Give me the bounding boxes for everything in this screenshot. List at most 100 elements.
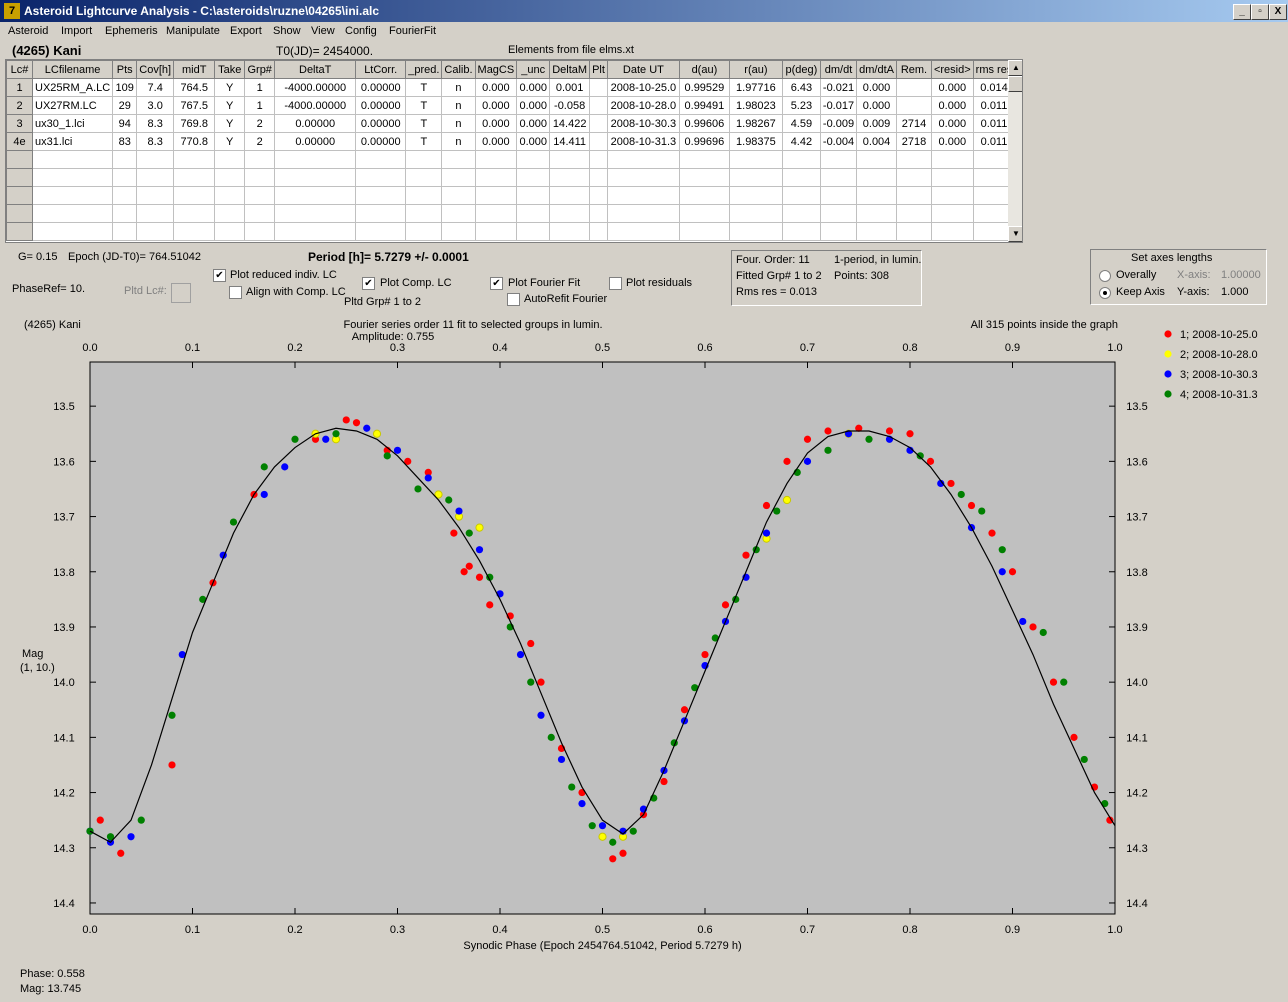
table-cell[interactable]: 2714 xyxy=(895,114,932,133)
table-cell[interactable] xyxy=(441,150,476,169)
table-cell[interactable] xyxy=(678,204,730,223)
table-cell[interactable] xyxy=(549,150,591,169)
table-cell[interactable] xyxy=(819,222,858,241)
table-cell[interactable] xyxy=(728,222,783,241)
table-cell[interactable]: 2008-10-28.0 xyxy=(606,96,680,115)
table-cell[interactable] xyxy=(895,186,932,205)
table-cell[interactable] xyxy=(112,168,138,187)
table-cell[interactable]: 4e xyxy=(6,132,33,151)
table-cell[interactable]: 0.99491 xyxy=(678,96,730,115)
table-cell[interactable]: 1.97716 xyxy=(728,78,783,97)
table-cell[interactable] xyxy=(606,204,680,223)
table-cell[interactable]: Y xyxy=(214,96,246,115)
table-cell[interactable]: 14.422 xyxy=(549,114,591,133)
table-cell[interactable] xyxy=(728,150,783,169)
keep-axis-radio[interactable] xyxy=(1099,287,1111,299)
table-cell[interactable] xyxy=(274,150,357,169)
table-cell[interactable]: Y xyxy=(214,114,246,133)
table-cell[interactable] xyxy=(244,168,276,187)
menu-config[interactable]: Config xyxy=(345,25,377,37)
grid-scrollbar[interactable]: ▲ ▼ xyxy=(1008,60,1022,242)
table-cell[interactable]: 0.00000 xyxy=(355,78,407,97)
column-header[interactable]: d(au) xyxy=(678,60,730,79)
table-cell[interactable] xyxy=(441,168,476,187)
app-icon[interactable]: 7 xyxy=(4,3,20,19)
plot-reduced-checkbox[interactable]: ✔ xyxy=(213,269,226,282)
table-cell[interactable]: 2008-10-30.3 xyxy=(606,114,680,133)
menu-export[interactable]: Export xyxy=(230,25,262,37)
table-cell[interactable] xyxy=(589,132,608,151)
table-cell[interactable]: T xyxy=(405,78,443,97)
table-cell[interactable]: 109 xyxy=(112,78,138,97)
table-cell[interactable] xyxy=(781,168,821,187)
column-header[interactable]: Pts xyxy=(112,60,138,79)
table-cell[interactable] xyxy=(930,222,974,241)
table-cell[interactable] xyxy=(31,150,114,169)
minimize-button[interactable]: _ xyxy=(1233,4,1251,20)
table-cell[interactable] xyxy=(355,150,407,169)
table-cell[interactable]: 1 xyxy=(6,78,33,97)
table-cell[interactable]: 0.000 xyxy=(930,132,974,151)
table-cell[interactable]: T xyxy=(405,132,443,151)
table-cell[interactable]: 0.000 xyxy=(474,96,518,115)
table-cell[interactable]: UX25RM_A.LC xyxy=(31,78,114,97)
column-header[interactable]: Cov[h] xyxy=(136,60,175,79)
table-cell[interactable] xyxy=(405,222,443,241)
table-cell[interactable]: 1 xyxy=(244,78,276,97)
xaxis-value[interactable]: 1.00000 xyxy=(1221,269,1261,281)
table-cell[interactable] xyxy=(516,150,551,169)
table-cell[interactable]: 2 xyxy=(244,132,276,151)
table-cell[interactable] xyxy=(856,168,897,187)
table-cell[interactable]: 0.000 xyxy=(516,78,551,97)
yaxis-value[interactable]: 1.000 xyxy=(1221,286,1249,298)
menu-fourierfit[interactable]: FourierFit xyxy=(389,25,437,37)
table-cell[interactable] xyxy=(856,204,897,223)
table-cell[interactable]: 0.00000 xyxy=(274,132,357,151)
table-cell[interactable]: 0.000 xyxy=(516,132,551,151)
table-cell[interactable]: ux31.lci xyxy=(31,132,114,151)
table-cell[interactable]: 0.004 xyxy=(856,132,897,151)
table-cell[interactable]: Y xyxy=(214,78,246,97)
table-cell[interactable] xyxy=(930,150,974,169)
overally-radio[interactable] xyxy=(1099,270,1111,282)
column-header[interactable]: Plt xyxy=(589,60,608,79)
table-cell[interactable] xyxy=(214,186,246,205)
table-cell[interactable] xyxy=(136,222,175,241)
column-header[interactable]: midT xyxy=(173,60,216,79)
table-cell[interactable] xyxy=(606,186,680,205)
column-header[interactable]: LtCorr. xyxy=(355,60,407,79)
table-cell[interactable] xyxy=(895,150,932,169)
table-cell[interactable] xyxy=(895,168,932,187)
table-cell[interactable] xyxy=(405,150,443,169)
table-cell[interactable]: -0.021 xyxy=(819,78,858,97)
table-cell[interactable] xyxy=(549,186,591,205)
table-cell[interactable] xyxy=(728,204,783,223)
table-cell[interactable] xyxy=(606,222,680,241)
table-cell[interactable] xyxy=(405,186,443,205)
table-cell[interactable] xyxy=(856,222,897,241)
table-cell[interactable] xyxy=(895,96,932,115)
table-cell[interactable]: n xyxy=(441,114,476,133)
table-cell[interactable]: 14.411 xyxy=(549,132,591,151)
empty-row[interactable] xyxy=(6,168,1016,187)
column-header[interactable]: rms res xyxy=(972,60,1016,79)
menu-show[interactable]: Show xyxy=(273,25,301,37)
table-cell[interactable]: 0.00000 xyxy=(355,96,407,115)
column-header[interactable]: Rem. xyxy=(895,60,932,79)
table-cell[interactable]: 0.99529 xyxy=(678,78,730,97)
table-cell[interactable] xyxy=(244,204,276,223)
table-cell[interactable] xyxy=(136,204,175,223)
table-cell[interactable] xyxy=(274,222,357,241)
table-cell[interactable] xyxy=(856,186,897,205)
table-cell[interactable]: 0.000 xyxy=(516,96,551,115)
table-cell[interactable] xyxy=(355,222,407,241)
table-cell[interactable] xyxy=(589,204,608,223)
table-cell[interactable] xyxy=(274,204,357,223)
table-cell[interactable] xyxy=(930,168,974,187)
table-cell[interactable]: 8.3 xyxy=(136,132,175,151)
lightcurve-plot[interactable]: 0.0 0.0 0.1 0.1 0.2 0.2 0.3 0.3 0.4 0.4 0.5 0.5 0.6 0… xyxy=(18,314,1283,962)
table-cell[interactable] xyxy=(214,222,246,241)
table-cell[interactable] xyxy=(930,186,974,205)
table-cell[interactable]: 0.00000 xyxy=(274,114,357,133)
